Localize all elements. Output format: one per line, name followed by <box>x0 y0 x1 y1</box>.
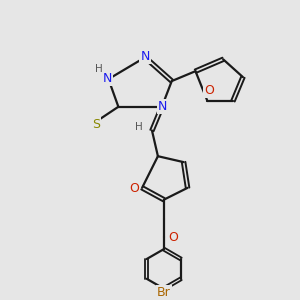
Text: N: N <box>140 50 150 63</box>
Text: O: O <box>204 85 214 98</box>
Text: N: N <box>103 72 112 85</box>
Text: N: N <box>158 100 167 113</box>
Text: Br: Br <box>157 286 171 299</box>
Text: H: H <box>95 64 103 74</box>
Text: H: H <box>135 122 143 131</box>
Text: O: O <box>168 231 178 244</box>
Text: O: O <box>129 182 139 195</box>
Text: S: S <box>92 118 100 131</box>
